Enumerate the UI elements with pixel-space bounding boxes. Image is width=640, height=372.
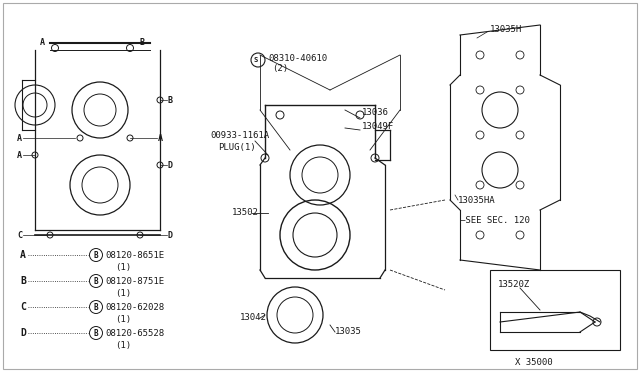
Text: B: B — [93, 276, 99, 285]
Text: 08310-40610: 08310-40610 — [268, 54, 327, 62]
Text: 08120-8651E: 08120-8651E — [105, 251, 164, 260]
Text: 13035HA: 13035HA — [458, 196, 495, 205]
Text: A: A — [40, 38, 45, 47]
Text: 13049F: 13049F — [362, 122, 394, 131]
Text: (2): (2) — [272, 64, 288, 73]
Text: D: D — [168, 160, 173, 170]
Text: 08120-65528: 08120-65528 — [105, 329, 164, 338]
Text: —SEE SEC. 120: —SEE SEC. 120 — [460, 215, 530, 224]
Text: 13035H: 13035H — [490, 25, 522, 34]
Text: B: B — [93, 328, 99, 337]
Text: B: B — [140, 38, 145, 47]
Text: X 35000: X 35000 — [515, 358, 552, 367]
Text: (1): (1) — [115, 263, 131, 272]
Text: A: A — [17, 134, 22, 142]
Text: 08120-8751E: 08120-8751E — [105, 277, 164, 286]
Text: B: B — [20, 276, 26, 286]
Text: 13042: 13042 — [240, 314, 267, 323]
Text: C: C — [20, 302, 26, 312]
Text: (1): (1) — [115, 289, 131, 298]
Text: B: B — [93, 302, 99, 311]
Text: S: S — [254, 57, 258, 63]
Text: C: C — [17, 231, 22, 240]
Text: 13502: 13502 — [232, 208, 259, 217]
Text: 00933-1161A: 00933-1161A — [210, 131, 269, 140]
Bar — [490, 270, 620, 350]
Text: A: A — [17, 151, 22, 160]
Text: B: B — [168, 96, 173, 105]
Text: A: A — [20, 250, 26, 260]
Text: 13036: 13036 — [362, 108, 389, 116]
Text: (1): (1) — [115, 341, 131, 350]
Text: D: D — [168, 231, 173, 240]
Text: (1): (1) — [115, 315, 131, 324]
Text: 13520Z: 13520Z — [498, 280, 531, 289]
Text: D: D — [20, 328, 26, 338]
Text: A: A — [158, 134, 163, 142]
Text: B: B — [93, 250, 99, 260]
Text: 13035: 13035 — [335, 327, 362, 337]
Text: PLUG(1): PLUG(1) — [218, 142, 255, 151]
Text: 08120-62028: 08120-62028 — [105, 303, 164, 312]
